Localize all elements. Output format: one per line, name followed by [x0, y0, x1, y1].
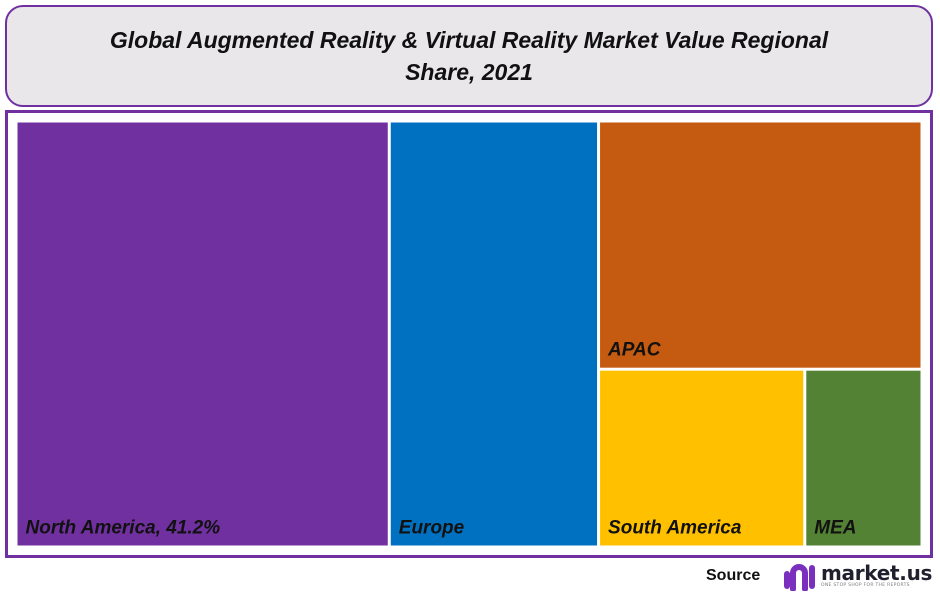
- tile-label-mea: MEA: [814, 518, 856, 539]
- tile-europe: [390, 122, 598, 546]
- tile-south-america: [600, 370, 804, 546]
- treemap-chart: North America, 41.2% Europe APAC South Amer…: [17, 122, 921, 546]
- tile-label-europe: Europe: [399, 518, 465, 539]
- chart-title-line-1: Global Augmented Reality & Virtual Reali…: [109, 27, 829, 53]
- chart-title-line-2: Share, 2021: [405, 59, 533, 85]
- tile-label-apac: APAC: [607, 340, 661, 361]
- market-us-logo-icon: [784, 564, 815, 591]
- source-label: Source: [706, 567, 761, 584]
- chart-title: Global Augmented Reality & Virtual Reali…: [5, 5, 933, 107]
- brand-name: market.us: [821, 561, 933, 585]
- treemap-frame: North America, 41.2% Europe APAC South Amer…: [5, 110, 933, 558]
- tile-north-america: [17, 122, 388, 546]
- tile-label-north-america: North America, 41.2%: [26, 518, 221, 539]
- tile-apac: [600, 122, 921, 368]
- tile-label-south-america: South America: [608, 518, 742, 539]
- tile-mea: [806, 370, 921, 546]
- market-us-logo: market.us ONE STOP SHOP FOR THE REPORTS: [782, 560, 934, 592]
- brand-tagline: ONE STOP SHOP FOR THE REPORTS: [821, 583, 910, 588]
